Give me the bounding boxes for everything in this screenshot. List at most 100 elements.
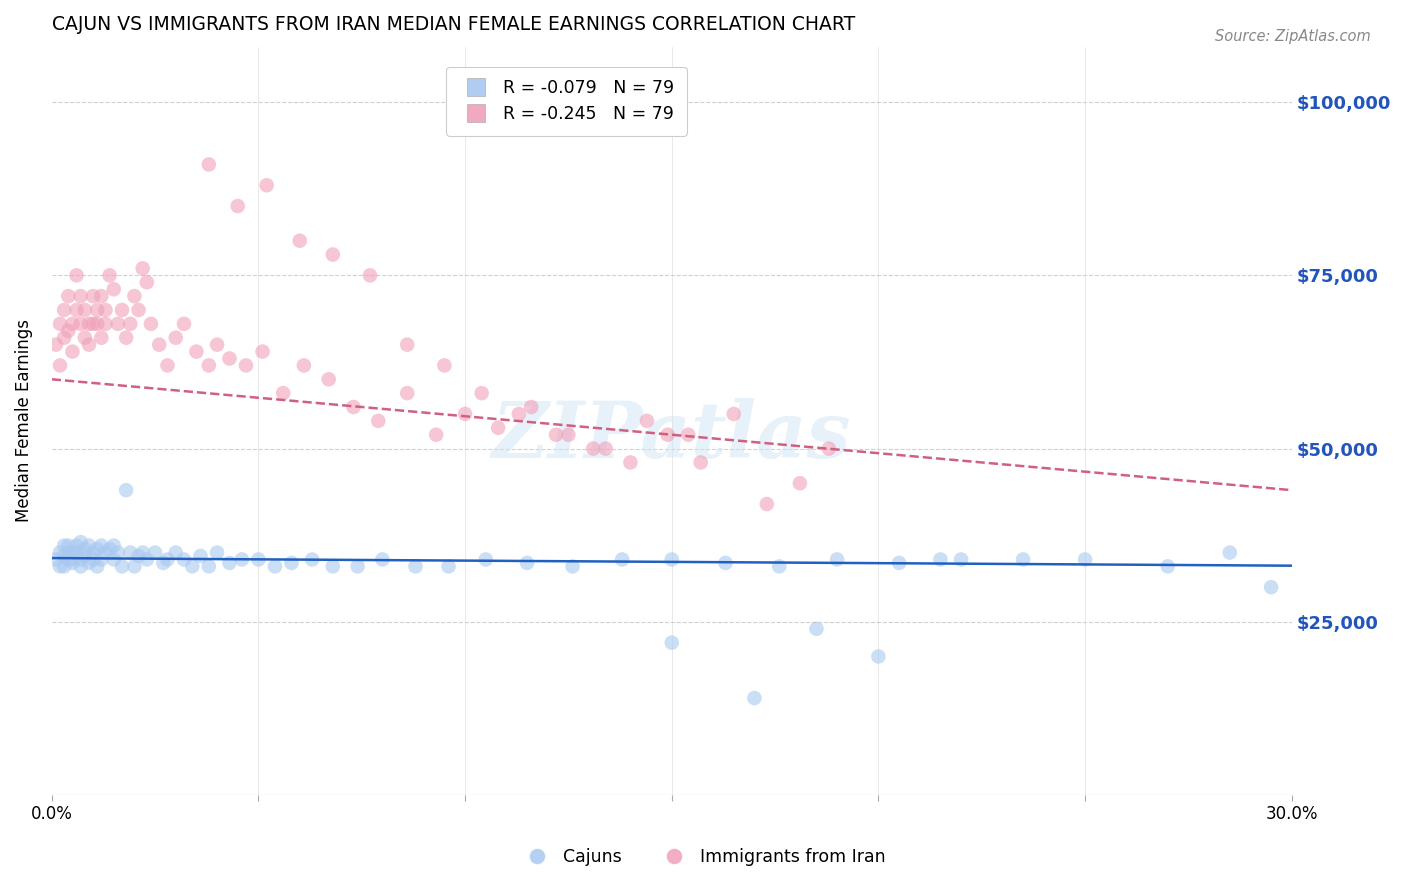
Point xyxy=(318,372,340,386)
Point xyxy=(128,303,150,318)
Point xyxy=(49,317,72,331)
Point xyxy=(582,442,605,456)
Point xyxy=(58,324,80,338)
Point xyxy=(678,427,700,442)
Point xyxy=(131,261,153,276)
Point xyxy=(131,545,153,559)
Point xyxy=(62,552,84,566)
Point xyxy=(1074,552,1097,566)
Point xyxy=(107,317,129,331)
Point xyxy=(226,199,249,213)
Point xyxy=(280,556,302,570)
Point xyxy=(69,552,91,566)
Point xyxy=(165,545,187,559)
Point xyxy=(156,359,179,373)
Point xyxy=(124,289,146,303)
Point xyxy=(53,303,76,318)
Point xyxy=(371,552,394,566)
Point xyxy=(73,303,96,318)
Point xyxy=(723,407,745,421)
Point xyxy=(120,317,142,331)
Point xyxy=(65,539,87,553)
Point xyxy=(173,552,195,566)
Point xyxy=(53,539,76,553)
Point xyxy=(271,386,294,401)
Point xyxy=(148,337,170,351)
Point xyxy=(107,545,129,559)
Point xyxy=(58,289,80,303)
Point xyxy=(111,303,134,318)
Point xyxy=(86,317,108,331)
Point xyxy=(929,552,952,566)
Point xyxy=(520,400,543,414)
Point xyxy=(825,552,848,566)
Point xyxy=(950,552,973,566)
Point xyxy=(69,535,91,549)
Point xyxy=(49,545,72,559)
Point xyxy=(65,303,87,318)
Y-axis label: Median Female Earnings: Median Female Earnings xyxy=(15,319,32,523)
Point xyxy=(152,556,174,570)
Point xyxy=(62,545,84,559)
Point xyxy=(65,268,87,283)
Point xyxy=(789,476,811,491)
Point xyxy=(62,317,84,331)
Point xyxy=(619,455,641,469)
Point xyxy=(58,539,80,553)
Point xyxy=(82,289,104,303)
Point xyxy=(82,552,104,566)
Point xyxy=(396,337,419,351)
Point xyxy=(218,556,240,570)
Point xyxy=(90,552,112,566)
Point xyxy=(288,234,311,248)
Point xyxy=(82,317,104,331)
Point xyxy=(471,386,494,401)
Point xyxy=(69,559,91,574)
Point xyxy=(173,317,195,331)
Point xyxy=(636,414,658,428)
Point xyxy=(45,552,67,566)
Point xyxy=(69,289,91,303)
Point xyxy=(65,545,87,559)
Point xyxy=(768,559,790,574)
Point xyxy=(868,649,890,664)
Point xyxy=(103,552,125,566)
Point xyxy=(612,552,634,566)
Point xyxy=(367,414,389,428)
Point xyxy=(744,691,766,706)
Point xyxy=(77,556,100,570)
Point xyxy=(817,442,839,456)
Text: Source: ZipAtlas.com: Source: ZipAtlas.com xyxy=(1215,29,1371,44)
Point xyxy=(120,545,142,559)
Point xyxy=(887,556,910,570)
Point xyxy=(301,552,323,566)
Point xyxy=(86,303,108,318)
Text: ZIPatlas: ZIPatlas xyxy=(492,398,852,474)
Point xyxy=(77,317,100,331)
Point xyxy=(252,344,274,359)
Point xyxy=(1157,559,1180,574)
Point xyxy=(181,559,204,574)
Point xyxy=(45,337,67,351)
Point xyxy=(86,542,108,557)
Legend: Cajuns, Immigrants from Iran: Cajuns, Immigrants from Iran xyxy=(513,841,893,872)
Point xyxy=(128,549,150,563)
Point xyxy=(474,552,496,566)
Point xyxy=(198,559,221,574)
Point xyxy=(165,331,187,345)
Point xyxy=(425,427,447,442)
Point xyxy=(516,556,538,570)
Point xyxy=(657,427,679,442)
Point xyxy=(86,559,108,574)
Point xyxy=(73,542,96,557)
Point xyxy=(235,359,257,373)
Point xyxy=(198,157,221,171)
Point xyxy=(247,552,270,566)
Point xyxy=(486,421,509,435)
Point xyxy=(595,442,617,456)
Point xyxy=(557,427,579,442)
Point xyxy=(454,407,477,421)
Point xyxy=(94,303,117,318)
Point xyxy=(90,289,112,303)
Point xyxy=(1260,580,1282,594)
